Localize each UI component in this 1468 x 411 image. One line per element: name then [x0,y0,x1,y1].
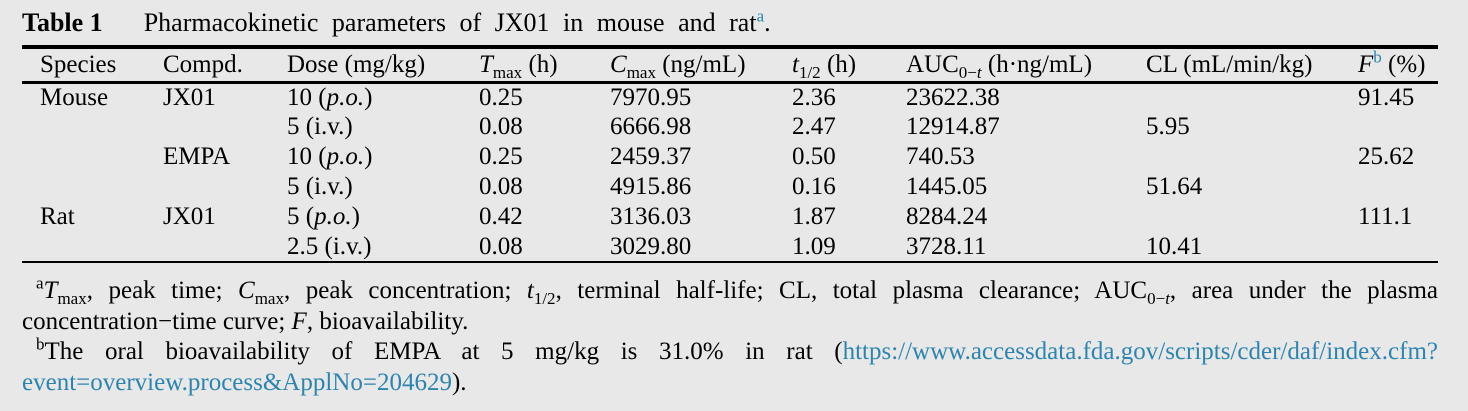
cell-f: 111.1 [1358,203,1413,230]
cell-cmax: 3136.03 [610,203,692,230]
footnote-a: aTmax, peak time; Cmax, peak concentrati… [22,273,1438,335]
cell-thalf: 1.87 [792,203,836,230]
cell-species [22,142,163,172]
cell-auc: 3728.11 [906,232,1146,263]
header-footnote-marker-b: b [1373,47,1382,67]
cell-cl [1146,202,1358,232]
header-row: Species Compd. Dose (mg/kg) Tmax (h) Cma… [22,47,1438,84]
fda-link[interactable]: https://www.accessdata.fda.gov/scripts/c… [22,338,1438,396]
cell-dose: 5 (i.v.) [287,173,353,200]
cell-f: 91.45 [1358,83,1415,111]
cell-f [1358,232,1438,263]
cell-thalf: 2.47 [792,113,836,140]
dose-route: i.v. [332,232,364,260]
cell-dose: 10 (p.o.) [287,83,373,111]
col-header-f: Fb (%) [1358,47,1438,84]
col-header-cmax: Cmax (ng/mL) [610,49,792,84]
cell-f [1358,112,1438,142]
caption-period: . [764,8,771,37]
cell-thalf: 1.09 [792,232,906,263]
dose-route: p.o. [326,83,365,111]
cell-dose: 10 (p.o.) [287,143,373,170]
cell-cmax: 2459.37 [610,143,692,170]
cell-compound [163,112,287,142]
dose-route: i.v. [314,173,345,200]
footnote-b-marker: b [36,334,45,354]
cell-f [1358,172,1438,202]
cell-cl [1146,142,1358,172]
table-row: 5 (i.v.) 0.08 6666.98 2.47 12914.87 5.95 [22,112,1438,142]
cell-compound: EMPA [163,143,231,170]
cell-tmax: 0.25 [479,143,523,170]
cell-tmax: 0.42 [479,203,523,230]
footnote-a-marker: a [36,273,44,293]
cell-tmax: 0.25 [479,83,523,111]
table-row: EMPA 10 (p.o.) 0.25 2459.37 0.50 740.53 … [22,142,1438,172]
table-caption: Table 1 Pharmacokinetic parameters of JX0… [22,7,1438,39]
col-header-thalf: t1/2 (h) [792,49,906,84]
caption-footnote-marker-a: a [756,6,765,26]
pk-table: Species Compd. Dose (mg/kg) Tmax (h) Cma… [22,47,1438,263]
top-rule [22,45,1438,49]
cell-dose: 5 (i.v.) [287,113,353,140]
cell-auc: 23622.38 [906,83,1000,111]
cell-auc: 12914.87 [906,113,1000,140]
cell-compound: JX01 [163,203,216,230]
cell-cl: 10.41 [1146,232,1358,263]
cell-compound: JX01 [163,83,216,111]
cell-compound [163,232,287,263]
table-row: Rat JX01 5 (p.o.) 0.42 3136.03 1.87 8284… [22,202,1438,232]
dose-route: p.o. [326,143,365,170]
cell-species [22,112,163,142]
cell-f: 25.62 [1358,143,1415,170]
cell-cl: 5.95 [1146,113,1190,140]
cell-auc: 740.53 [906,143,975,170]
cell-auc: 8284.24 [906,203,988,230]
cell-tmax: 0.08 [479,113,523,140]
cell-species: Rat [40,203,75,230]
cell-tmax: 0.08 [479,173,523,200]
dose-route: p.o. [314,203,352,230]
cell-cl [1146,82,1358,112]
col-header-auc: AUC0−t (h·ng/mL) [906,49,1146,84]
cell-cmax: 7970.95 [610,83,692,111]
table-row: 5 (i.v.) 0.08 4915.86 0.16 1445.05 51.64 [22,172,1438,202]
cell-species [22,172,163,202]
cell-cmax: 3029.80 [610,232,792,263]
cell-species: Mouse [40,83,109,111]
table-row: 2.5 (i.v.) 0.08 3029.80 1.09 3728.11 10.… [22,232,1438,263]
footnote-b: bThe oral bioavailability of EMPA at 5 m… [22,334,1438,396]
col-header-dose: Dose (mg/kg) [287,49,479,84]
cell-cl: 51.64 [1146,173,1203,200]
cell-auc: 1445.05 [906,173,988,200]
dose-route: i.v. [314,113,345,140]
cell-cmax: 4915.86 [610,173,692,200]
table-row: Mouse JX01 10 (p.o.) 0.25 7970.95 2.36 2… [22,82,1438,112]
cell-thalf: 0.50 [792,143,836,170]
col-header-species: Species [22,49,163,84]
cell-dose: 2.5 (i.v.) [287,232,479,263]
col-header-compound: Compd. [163,49,287,84]
cell-dose: 5 (p.o.) [287,203,360,230]
col-header-cl: CL (mL/min/kg) [1146,49,1358,84]
footnotes: aTmax, peak time; Cmax, peak concentrati… [22,273,1438,398]
cell-compound [163,172,287,202]
table-number: Table 1 [22,8,103,37]
cell-species [22,232,163,263]
cell-thalf: 2.36 [792,83,836,111]
cell-tmax: 0.08 [479,232,610,263]
col-header-tmax: Tmax (h) [479,49,610,84]
cell-cmax: 6666.98 [610,113,692,140]
caption-text: Pharmacokinetic parameters of JX01 in mo… [143,8,757,37]
cell-thalf: 0.16 [792,173,836,200]
